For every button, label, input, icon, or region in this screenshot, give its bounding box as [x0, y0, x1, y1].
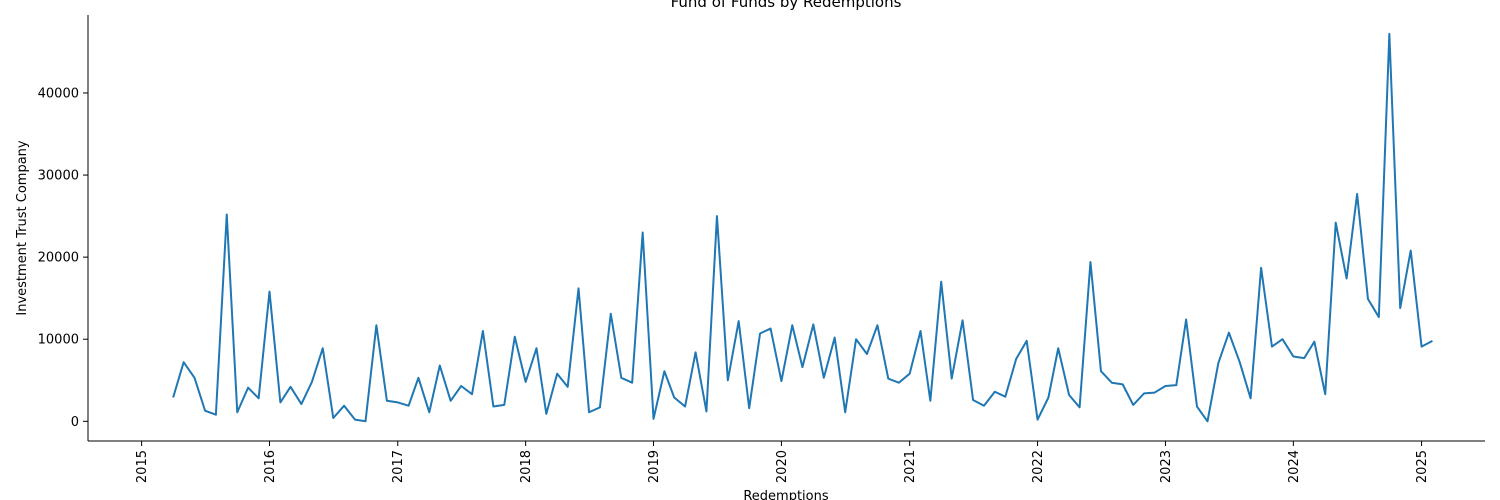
x-tick-label: 2017 — [391, 450, 406, 483]
x-tick-label: 2018 — [519, 450, 534, 483]
y-tick-label: 20000 — [38, 251, 79, 266]
y-tick-label: 10000 — [38, 333, 79, 348]
x-axis-label: Redemptions — [743, 489, 829, 500]
x-tick-label: 2024 — [1287, 450, 1302, 483]
x-tick-label: 2022 — [1031, 450, 1046, 483]
y-tick-label: 0 — [71, 415, 79, 430]
x-tick-label: 2020 — [775, 450, 790, 483]
x-tick-label: 2019 — [647, 450, 662, 483]
y-axis-label: Investment Trust Company — [15, 140, 30, 316]
x-tick-label: 2025 — [1415, 450, 1430, 483]
y-tick-label: 30000 — [38, 169, 79, 184]
series-line — [172, 32, 1433, 423]
chart-title: Fund of Funds by Redemptions — [671, 0, 902, 11]
x-tick-label: 2016 — [263, 450, 278, 483]
y-tick-label: 40000 — [38, 86, 79, 101]
x-axis-ticks: 2015 2016 2017 2018 2019 2020 2021 2022 2023 2024… — [135, 441, 1430, 483]
x-tick-label: 2015 — [135, 450, 150, 483]
x-tick-label: 2021 — [903, 450, 918, 483]
y-axis-ticks: 0 10000 20000 30000 40000 — [38, 86, 88, 430]
x-tick-label: 2023 — [1159, 450, 1174, 483]
